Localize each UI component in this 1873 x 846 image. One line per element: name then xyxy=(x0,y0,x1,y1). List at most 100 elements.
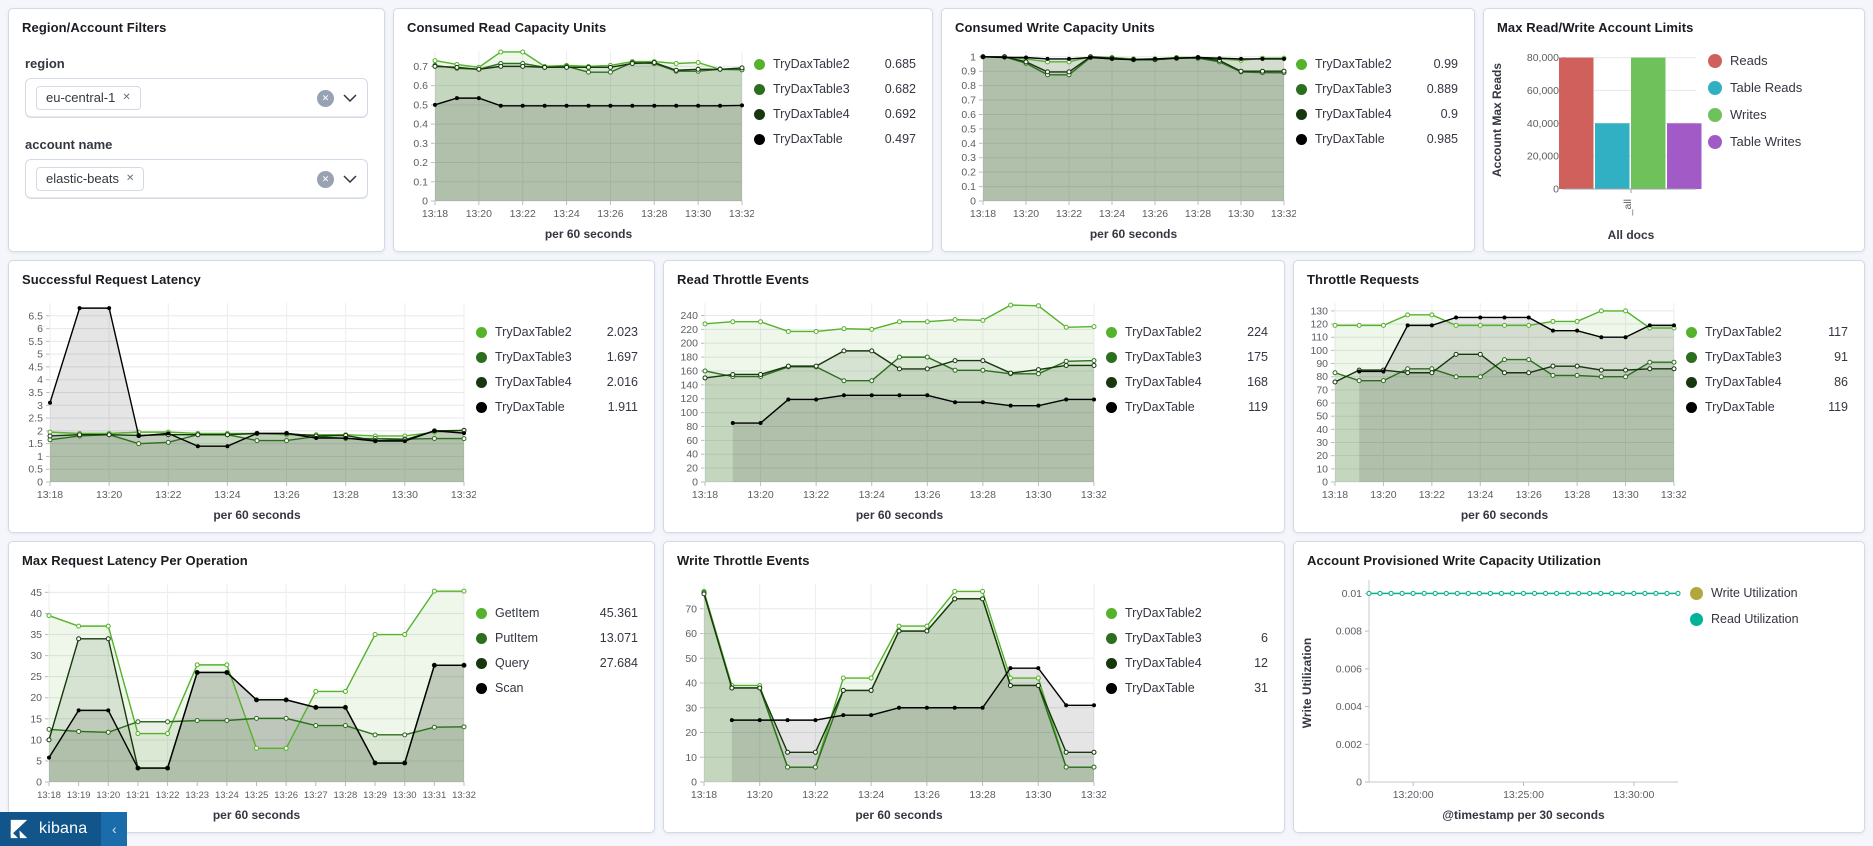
legend-item[interactable]: TryDaxTable 0.985 xyxy=(1296,132,1458,146)
legend-series-dot xyxy=(1106,326,1117,338)
legend-item[interactable]: TryDaxTable4 12 xyxy=(1106,656,1268,670)
account-name-combobox[interactable]: elastic-beats ✕ ✕ xyxy=(25,159,368,199)
legend-item[interactable]: Read Utilization xyxy=(1690,612,1848,626)
legend-item[interactable]: TryDaxTable3 6 xyxy=(1106,631,1268,645)
legend-item[interactable]: GetItem 45.361 xyxy=(476,606,638,620)
kibana-logo-area[interactable]: kibana xyxy=(0,812,102,846)
legend-item[interactable]: TryDaxTable3 0.682 xyxy=(754,82,916,96)
legend-item[interactable]: TryDaxTable3 1.697 xyxy=(476,350,638,364)
legend-series-value: 2.023 xyxy=(606,325,638,339)
legend-item[interactable]: Writes xyxy=(1708,107,1848,122)
legend-item[interactable]: TryDaxTable2 xyxy=(1106,606,1268,620)
legend-item[interactable]: TryDaxTable2 0.99 xyxy=(1296,57,1458,71)
legend-series-value: 91 xyxy=(1834,350,1848,364)
kibana-navbar[interactable]: kibana ‹ xyxy=(0,812,128,846)
svg-text:0: 0 xyxy=(692,477,698,489)
legend-series-dot xyxy=(1686,401,1697,413)
svg-text:13:18: 13:18 xyxy=(37,790,61,801)
request-latency-chart[interactable]: 0 0.5 1 1.5 2 2.5 3 3.5 4 4.5 5 5.5 6 6.5 13:18 13:20 13… xyxy=(13,289,476,528)
svg-text:20,000: 20,000 xyxy=(1527,151,1559,163)
legend-item[interactable]: TryDaxTable2 2.023 xyxy=(476,325,638,339)
legend-item[interactable]: TryDaxTable4 86 xyxy=(1686,375,1848,389)
filters-form: region eu-central-1 ✕ ✕ account name xyxy=(9,37,384,199)
svg-text:6: 6 xyxy=(37,323,43,335)
svg-text:0.002: 0.002 xyxy=(1336,739,1362,751)
svg-text:per 60 seconds: per 60 seconds xyxy=(1461,508,1549,522)
remove-account-icon[interactable]: ✕ xyxy=(125,173,135,184)
chevron-down-icon[interactable] xyxy=(343,94,357,102)
consumed-read-chart[interactable]: 0 0.1 0.2 0.3 0.4 0.5 0.6 0.7 13:18 13:20 13:22 13:… xyxy=(398,37,754,247)
svg-text:13:25: 13:25 xyxy=(245,790,269,801)
svg-text:13:29: 13:29 xyxy=(363,790,387,801)
remove-region-icon[interactable]: ✕ xyxy=(122,92,131,103)
legend-item[interactable]: TryDaxTable 31 xyxy=(1106,681,1268,695)
legend-item[interactable]: PutItem 13.071 xyxy=(476,631,638,645)
legend-item[interactable]: TryDaxTable3 175 xyxy=(1106,350,1268,364)
svg-text:per 60 seconds: per 60 seconds xyxy=(856,508,944,522)
legend-item[interactable]: TryDaxTable4 168 xyxy=(1106,375,1268,389)
svg-text:30: 30 xyxy=(30,650,42,662)
svg-text:13:22: 13:22 xyxy=(510,208,536,220)
max-latency-chart[interactable]: 0 5 10 15 20 25 30 35 40 45 13:18 13:19 13:20 13:21 13… xyxy=(13,570,476,828)
legend-series-value: 0.99 xyxy=(1433,57,1458,71)
legend-item[interactable]: Table Writes xyxy=(1708,134,1848,149)
svg-text:13:22: 13:22 xyxy=(156,790,180,801)
legend-series-dot xyxy=(1708,134,1722,149)
legend-item[interactable]: Table Reads xyxy=(1708,80,1848,95)
legend-item[interactable]: TryDaxTable4 2.016 xyxy=(476,375,638,389)
kibana-label: kibana xyxy=(39,820,88,837)
write-utilization-chart[interactable]: 0 0.002 0.004 0.006 0.008 0.01 13:20:00 13:25:0… xyxy=(1298,570,1690,828)
legend-item[interactable]: TryDaxTable3 91 xyxy=(1686,350,1848,364)
legend-item[interactable]: Query 27.684 xyxy=(476,656,638,670)
svg-text:13:20: 13:20 xyxy=(747,789,773,801)
legend-series-name: TryDaxTable xyxy=(773,132,843,146)
write-throttle-chart[interactable]: 0 10 20 30 40 50 60 70 13:18 13:20 13:22 13:24 13:26… xyxy=(668,570,1106,828)
svg-text:13:23: 13:23 xyxy=(185,790,209,801)
chart-legend: TryDaxTable2 224 TryDaxTable3 175 TryDaxTabl… xyxy=(1106,289,1278,528)
consumed-write-chart[interactable]: 0 0.1 0.2 0.3 0.4 0.5 0.6 0.7 0.8 0.9 1 13:18 13:20 1… xyxy=(946,37,1296,247)
svg-text:220: 220 xyxy=(680,324,698,336)
legend-item[interactable]: TryDaxTable4 0.9 xyxy=(1296,107,1458,121)
throttle-requests-chart[interactable]: 0 10 20 30 40 50 60 70 80 90 100 110 120 130 13:18 13:2… xyxy=(1298,289,1686,528)
legend-item[interactable]: TryDaxTable2 224 xyxy=(1106,325,1268,339)
legend-series-name: TryDaxTable2 xyxy=(1705,325,1782,339)
legend-series-name: TryDaxTable2 xyxy=(1125,325,1202,339)
read-throttle-chart[interactable]: 0 20 40 60 80 100 120 140 160 180 200 220 240 13:18 13… xyxy=(668,289,1106,528)
svg-text:13:22: 13:22 xyxy=(1056,208,1082,220)
svg-text:0.9: 0.9 xyxy=(961,66,976,78)
collapse-nav-button[interactable]: ‹ xyxy=(101,812,128,846)
legend-item[interactable]: TryDaxTable 119 xyxy=(1686,400,1848,414)
legend-series-value: 27.684 xyxy=(599,656,638,670)
chevron-down-icon[interactable] xyxy=(343,175,357,183)
region-pill[interactable]: eu-central-1 ✕ xyxy=(36,86,141,110)
legend-item[interactable]: TryDaxTable 119 xyxy=(1106,400,1268,414)
svg-text:13:30: 13:30 xyxy=(393,790,417,801)
svg-text:0.7: 0.7 xyxy=(961,95,976,107)
legend-series-dot xyxy=(476,326,487,338)
svg-text:13:18: 13:18 xyxy=(1322,489,1348,501)
clear-account-icon[interactable]: ✕ xyxy=(317,170,334,188)
legend-item[interactable]: Reads xyxy=(1708,53,1848,68)
legend-item[interactable]: TryDaxTable2 117 xyxy=(1686,325,1848,339)
legend-item[interactable]: TryDaxTable4 0.692 xyxy=(754,107,916,121)
svg-text:per 60 seconds: per 60 seconds xyxy=(545,227,633,241)
chart-legend: Reads Table Reads Writes Table Writes xyxy=(1708,37,1858,247)
legend-item[interactable]: TryDaxTable2 0.685 xyxy=(754,57,916,71)
svg-text:13:26: 13:26 xyxy=(914,489,940,501)
clear-region-icon[interactable]: ✕ xyxy=(317,89,334,107)
legend-item[interactable]: Write Utilization xyxy=(1690,586,1848,600)
svg-text:13:20: 13:20 xyxy=(1013,208,1039,220)
account-limits-chart[interactable]: 0 20,000 40,000 60,000 80,000 _all All docs Acc… xyxy=(1488,37,1708,247)
legend-series-name: TryDaxTable xyxy=(495,400,565,414)
panel-title: Max Read/Write Account Limits xyxy=(1497,20,1694,35)
legend-item[interactable]: Scan xyxy=(476,681,638,695)
account-pill[interactable]: elastic-beats ✕ xyxy=(36,167,145,191)
svg-text:13:30: 13:30 xyxy=(685,208,711,220)
legend-item[interactable]: TryDaxTable 1.911 xyxy=(476,400,638,414)
region-combobox[interactable]: eu-central-1 ✕ ✕ xyxy=(25,78,368,118)
panel-read-throttle: Read Throttle Events 0 20 40 60 80 100 120 140 1… xyxy=(663,260,1285,533)
svg-text:0.5: 0.5 xyxy=(28,464,43,476)
legend-item[interactable]: TryDaxTable 0.497 xyxy=(754,132,916,146)
legend-item[interactable]: TryDaxTable3 0.889 xyxy=(1296,82,1458,96)
